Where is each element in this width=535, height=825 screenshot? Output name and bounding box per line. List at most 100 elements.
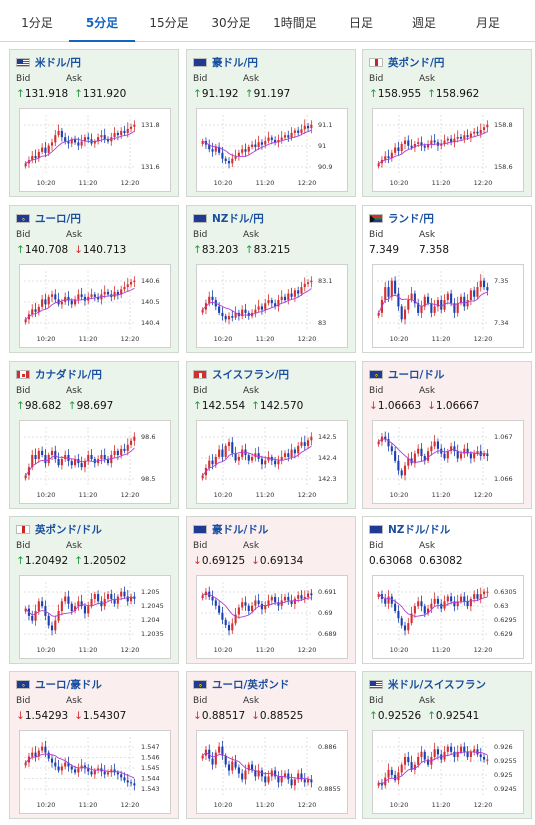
price-chart[interactable]: 10:20 11:20 12:20 0.6305 0.63 0.6295 0.629 xyxy=(372,575,524,659)
candle xyxy=(456,751,459,757)
pair-name[interactable]: NZドル/円 xyxy=(193,211,264,226)
pair-card[interactable]: ランド/円 Bid Ask 7.349 7.358 10:20 11:20 12:20 7.35… xyxy=(362,205,532,353)
candle xyxy=(400,618,403,626)
x-tick-label: 10:20 xyxy=(214,801,233,809)
pair-name-label[interactable]: 米ドル/円 xyxy=(35,57,81,69)
pair-name[interactable]: 米ドル/スイスフラン xyxy=(369,677,486,692)
candle xyxy=(459,596,463,602)
pair-name[interactable]: 英ポンド/円 xyxy=(369,55,444,70)
pair-name-label[interactable]: ユーロ/豪ドル xyxy=(35,679,102,691)
bid-label: Bid xyxy=(16,386,31,396)
pair-card[interactable]: カナダドル/円 Bid Ask ↑98.682 ↑98.697 10:20 11:20 12:… xyxy=(9,361,179,509)
moving-average-line xyxy=(25,447,135,476)
price-chart[interactable]: 10:20 11:20 12:20 1.205 1.2045 1.204 1.2035 xyxy=(19,575,171,659)
pair-name-label[interactable]: 英ポンド/円 xyxy=(388,57,445,69)
price-chart[interactable]: 10:20 11:20 12:20 0.926 0.9255 0.925 0.9245 xyxy=(372,730,524,814)
price-chart[interactable]: 10:20 11:20 12:20 142.5 142.4 142.3 xyxy=(196,420,348,504)
pair-name-label[interactable]: NZドル/ドル xyxy=(388,524,451,536)
pair-card[interactable]: スイスフラン/円 Bid Ask ↑142.554 ↑142.570 10:20 11:20… xyxy=(186,361,356,509)
pair-name[interactable]: 英ポンド/ドル xyxy=(16,522,102,537)
tab-1[interactable]: 1分足 xyxy=(21,16,53,30)
pair-card[interactable]: ユーロ/豪ドル Bid Ask ↓1.54293 ↓1.54307 10:20 11:20 1… xyxy=(9,671,179,819)
tab-7[interactable]: 週足 xyxy=(411,16,436,30)
price-chart[interactable]: 10:20 11:20 12:20 98.6 98.5 xyxy=(19,420,171,504)
eu-flag-icon xyxy=(369,370,383,379)
pair-card[interactable]: 米ドル/円 Bid Ask ↑131.918 ↑131.920 10:20 11:20 12:… xyxy=(9,49,179,197)
candle xyxy=(293,130,296,133)
pair-name-label[interactable]: 豪ドル/ドル xyxy=(212,524,269,536)
price-chart[interactable]: 10:20 11:20 12:20 91.1 91 90.9 xyxy=(196,108,348,192)
tab-5[interactable]: 1時間足 xyxy=(273,16,317,30)
candle xyxy=(123,777,126,781)
candle xyxy=(60,459,63,466)
candle xyxy=(403,140,407,144)
pair-name[interactable]: ユーロ/英ポンド xyxy=(193,677,289,692)
pair-name[interactable]: NZドル/ドル xyxy=(369,522,450,537)
bid-value: 1.20492 xyxy=(24,555,69,567)
candle xyxy=(214,600,217,606)
candle xyxy=(463,596,466,602)
candle xyxy=(394,603,397,611)
pair-name-label[interactable]: 豪ドル/円 xyxy=(212,57,258,69)
price-chart[interactable]: 10:20 11:20 12:20 7.35 7.34 xyxy=(372,264,524,348)
pair-card[interactable]: 豪ドル/ドル Bid Ask ↓0.69125 ↓0.69134 10:20 11:20 12… xyxy=(186,516,356,664)
chart-svg: 10:20 11:20 12:20 1.547 1.546 1.545 1.544 1.543 xyxy=(24,737,160,809)
tab-4[interactable]: 30分足 xyxy=(211,16,251,30)
pair-card[interactable]: 英ポンド/円 Bid Ask ↑158.955 ↑158.962 10:20 11:20 12… xyxy=(362,49,532,197)
candle xyxy=(257,453,260,459)
price-chart[interactable]: 10:20 11:20 12:20 131.8 131.6 xyxy=(19,108,171,192)
pair-name-label[interactable]: スイスフラン/円 xyxy=(212,369,290,381)
pair-name-label[interactable]: ユーロ/円 xyxy=(35,213,81,225)
pair-name[interactable]: スイスフラン/円 xyxy=(193,367,289,382)
tab-6[interactable]: 日足 xyxy=(348,16,373,30)
pair-name-label[interactable]: カナダドル/円 xyxy=(35,369,102,381)
pair-name[interactable]: ユーロ/ドル xyxy=(369,367,444,382)
pair-card[interactable]: ユーロ/英ポンド Bid Ask ↓0.88517 ↓0.88525 10:20 11:20… xyxy=(186,671,356,819)
y-tick-label: 0.691 xyxy=(318,588,337,596)
x-tick-label: 10:20 xyxy=(390,646,409,654)
pair-name-label[interactable]: NZドル/円 xyxy=(212,213,264,225)
price-chart[interactable]: 10:20 11:20 12:20 83.1 83 xyxy=(196,264,348,348)
pair-name[interactable]: ユーロ/円 xyxy=(16,211,81,226)
tab-2[interactable]: 5分足 xyxy=(69,0,135,42)
tab-8[interactable]: 月足 xyxy=(475,16,500,30)
pair-card[interactable]: 英ポンド/ドル Bid Ask ↑1.20492 ↑1.20502 10:20 11:20 1… xyxy=(9,516,179,664)
pair-name-label[interactable]: ランド/円 xyxy=(388,213,434,225)
price-chart[interactable]: 10:20 11:20 12:20 140.6 140.5 140.4 xyxy=(19,264,171,348)
price-chart[interactable]: 10:20 11:20 12:20 0.691 0.69 0.689 xyxy=(196,575,348,659)
pair-card[interactable]: 豪ドル/円 Bid Ask ↑91.192 ↑91.197 10:20 11:20 12:20… xyxy=(186,49,356,197)
nz-flag-icon xyxy=(369,525,383,534)
pair-name-label[interactable]: 米ドル/スイスフラン xyxy=(388,679,487,691)
bid-price: ↑140.708 xyxy=(16,244,68,256)
pair-name[interactable]: ユーロ/豪ドル xyxy=(16,677,102,692)
pair-card[interactable]: 米ドル/スイスフラン Bid Ask ↑0.92526 ↑0.92541 10:20 11:… xyxy=(362,671,532,819)
y-tick-label: 142.5 xyxy=(318,433,337,441)
pair-name-label[interactable]: ユーロ/ドル xyxy=(388,369,445,381)
candle xyxy=(214,146,217,152)
price-chart[interactable]: 10:20 11:20 12:20 1.067 1.066 xyxy=(372,420,524,504)
candle xyxy=(224,445,227,457)
moving-average-line xyxy=(378,291,488,314)
pair-name-label[interactable]: ユーロ/英ポンド xyxy=(212,679,290,691)
candle xyxy=(407,140,410,146)
candle xyxy=(90,771,93,775)
pair-card[interactable]: ユーロ/ドル Bid Ask ↓1.06663 ↓1.06667 10:20 11:20 12… xyxy=(362,361,532,509)
pair-name[interactable]: 米ドル/円 xyxy=(16,55,81,70)
candle xyxy=(280,137,283,140)
pair-name[interactable]: カナダドル/円 xyxy=(16,367,102,382)
pair-name[interactable]: ランド/円 xyxy=(369,211,434,226)
pair-name[interactable]: 豪ドル/円 xyxy=(193,55,258,70)
candle xyxy=(430,140,433,144)
ask-price: ↑158.962 xyxy=(427,88,479,100)
pair-card[interactable]: ユーロ/円 Bid Ask ↑140.708 ↓140.713 10:20 11:20 12:… xyxy=(9,205,179,353)
price-chart[interactable]: 10:20 11:20 12:20 1.547 1.546 1.545 1.544 1.543 xyxy=(19,730,171,814)
pair-card[interactable]: NZドル/ドル Bid Ask 0.63068 0.63082 10:20 11:20 12:… xyxy=(362,516,532,664)
price-chart[interactable]: 10:20 11:20 12:20 158.8 158.6 xyxy=(372,108,524,192)
price-chart[interactable]: 10:20 11:20 12:20 0.886 0.8855 xyxy=(196,730,348,814)
y-tick-label: 140.6 xyxy=(141,277,160,285)
candle xyxy=(486,759,489,761)
pair-card[interactable]: NZドル/円 Bid Ask ↑83.203 ↑83.215 10:20 11:20 12:2… xyxy=(186,205,356,353)
pair-name-label[interactable]: 英ポンド/ドル xyxy=(35,524,102,536)
tab-3[interactable]: 15分足 xyxy=(149,16,189,30)
pair-name[interactable]: 豪ドル/ドル xyxy=(193,522,268,537)
